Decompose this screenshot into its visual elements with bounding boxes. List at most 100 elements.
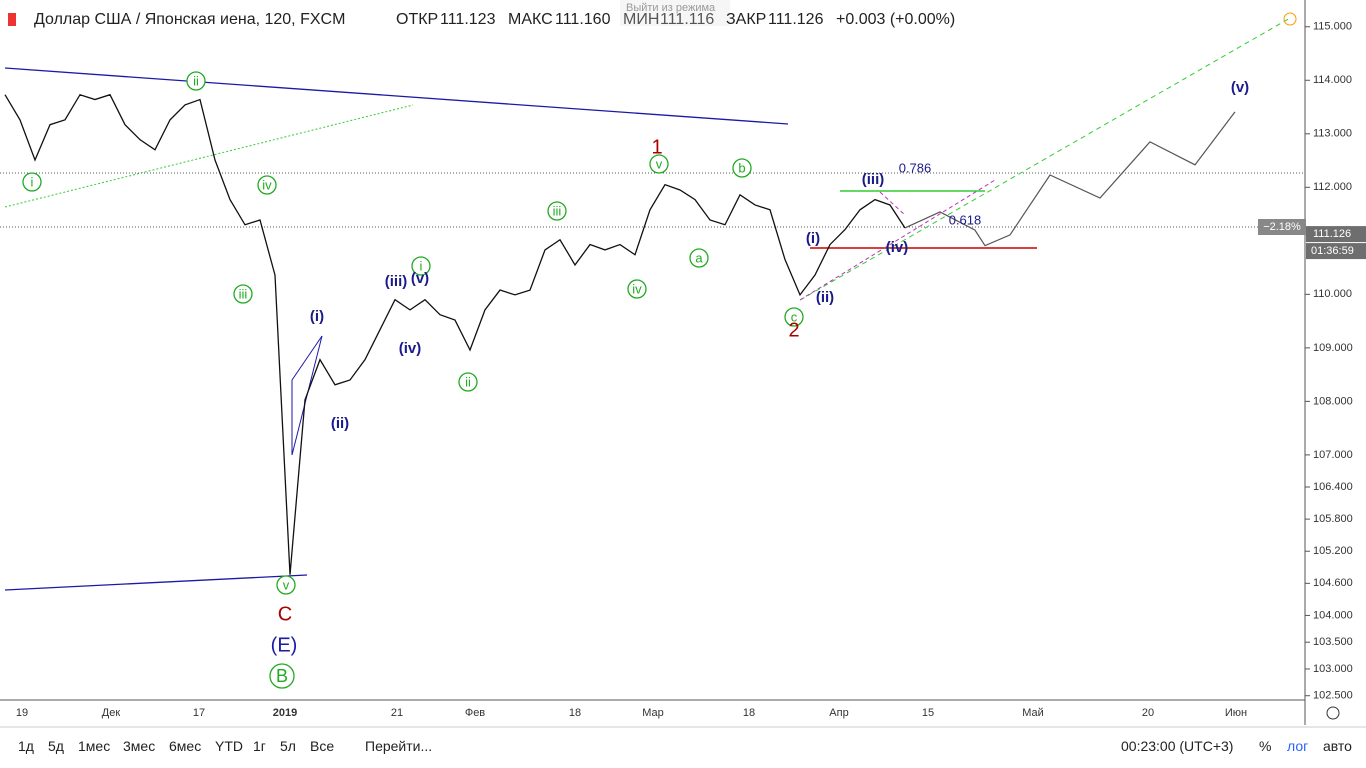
percent-toggle[interactable]: % — [1259, 738, 1272, 754]
x-tick-label: 19 — [16, 707, 28, 719]
wave-circle — [784, 307, 804, 327]
wave-circle — [547, 201, 567, 221]
wave-label: (iii) — [385, 273, 408, 290]
wave-circle — [411, 256, 431, 276]
overlay-box — [620, 0, 730, 26]
countdown-tag — [1306, 243, 1366, 260]
wave-label: (ii) — [331, 415, 349, 432]
y-tick-label: 107.000 — [1313, 449, 1353, 461]
y-tick-label: 104.000 — [1313, 609, 1353, 621]
bottom-toolbar: 1д 5д 1мес 3мес 6мес YTD 1г 5л Все Перейти... 00:2… — [0, 733, 1366, 759]
triangle — [291, 335, 323, 381]
wave-label: 1 — [651, 136, 662, 158]
y-tick-label: 109.000 — [1313, 342, 1353, 354]
wave-label: (ii) — [816, 289, 834, 306]
x-tick-label: Май — [1022, 707, 1044, 719]
wave-label: (v) — [411, 270, 429, 287]
change-tag-text: −2.18% — [1263, 221, 1301, 233]
wave-circle — [732, 158, 752, 178]
ohlc-change: +0.003 (+0.00%) — [836, 11, 955, 28]
price-tag — [1306, 226, 1366, 243]
countdown-text: 01:36:59 — [1311, 245, 1354, 257]
wave-circle — [257, 175, 277, 195]
wave-label: C — [278, 603, 292, 625]
range-button[interactable]: 1д — [18, 738, 34, 754]
trend-line — [879, 191, 906, 216]
wave-label: (iv) — [886, 239, 909, 256]
settings-icon[interactable] — [1326, 706, 1340, 720]
y-tick-label: 113.000 — [1313, 128, 1352, 140]
wave-label: (v) — [1231, 79, 1249, 96]
wave-label: (iv) — [399, 340, 422, 357]
log-toggle[interactable]: лог — [1287, 738, 1309, 754]
wave-circle — [269, 663, 295, 689]
y-tick-label: 114.000 — [1313, 74, 1352, 86]
range-button[interactable]: Все — [310, 738, 335, 754]
wave-label: v — [283, 577, 290, 592]
range-button[interactable]: 3мес — [123, 738, 156, 754]
x-tick-label: 2019 — [273, 707, 297, 719]
goto-button[interactable]: Перейти... — [365, 738, 433, 754]
projection-line — [904, 111, 1236, 247]
x-tick-label: Фев — [465, 707, 485, 719]
alert-icon[interactable] — [1283, 12, 1297, 26]
change-tag — [1258, 219, 1306, 235]
wave-label: iii — [239, 286, 248, 301]
ohlc-label: МАКС — [508, 11, 553, 28]
symbol-flag — [8, 13, 16, 26]
x-tick-label: 21 — [391, 707, 403, 719]
wave-label: 0.618 — [949, 212, 982, 227]
ohlc-value: 111.160 — [555, 11, 611, 28]
range-button[interactable]: 1г — [253, 738, 266, 754]
wave-label: c — [791, 309, 798, 324]
y-tick-label: 102.500 — [1313, 690, 1353, 702]
wave-label: 0.786 — [899, 160, 932, 175]
wave-label: (iii) — [862, 171, 885, 188]
overlay-text: Выйти из режима — [626, 2, 716, 14]
wave-label: 2 — [788, 319, 799, 341]
range-button[interactable]: 5д — [48, 738, 64, 754]
trend-line — [4, 67, 789, 125]
ohlc-label: ЗАКР — [726, 11, 766, 28]
x-tick-label: 18 — [743, 707, 755, 719]
wave-label: iii — [553, 203, 562, 218]
ohlc-value: 111.123 — [440, 11, 496, 28]
wave-label: i — [420, 258, 423, 273]
x-tick-label: 20 — [1142, 707, 1154, 719]
symbol[interactable]: Доллар США / Японская иена, 120, FXCM — [34, 11, 345, 28]
y-tick-label: 104.600 — [1313, 577, 1353, 589]
wave-circle — [186, 71, 206, 91]
x-tick-label: 15 — [922, 707, 934, 719]
x-tick-label: Апр — [829, 707, 848, 719]
y-tick-label: 105.800 — [1313, 513, 1353, 525]
x-tick-label: Дек — [102, 707, 121, 719]
wave-label: a — [695, 250, 703, 265]
y-tick-label: 105.200 — [1313, 545, 1353, 557]
wave-circle — [233, 284, 253, 304]
trend-line — [799, 17, 1291, 301]
ohlc-label: МИН — [623, 11, 659, 28]
range-button[interactable]: 1мес — [78, 738, 111, 754]
x-tick-label: Июн — [1225, 707, 1247, 719]
ohlc-label: ОТКР — [396, 11, 438, 28]
wave-circle — [22, 172, 42, 192]
y-tick-label: 106.400 — [1313, 481, 1353, 493]
y-tick-label: 108.000 — [1313, 395, 1353, 407]
y-tick-label: 115.000 — [1313, 21, 1352, 33]
wave-circle — [649, 154, 669, 174]
wave-label: b — [738, 160, 745, 175]
wave-label: i — [31, 174, 34, 189]
wave-label: (i) — [310, 308, 324, 325]
range-button[interactable]: 5л — [280, 738, 296, 754]
price-tag-text: 111.126 — [1313, 228, 1351, 240]
ohlc-value: 111.116 — [660, 11, 714, 28]
wave-circle — [627, 279, 647, 299]
range-button[interactable]: YTD — [215, 738, 243, 754]
wave-label: ii — [465, 374, 471, 389]
range-button[interactable]: 6мес — [169, 738, 202, 754]
x-tick-label: Мар — [642, 707, 664, 719]
auto-toggle[interactable]: авто — [1323, 738, 1352, 754]
timezone[interactable]: 00:23:00 (UTC+3) — [1121, 738, 1234, 754]
y-tick-label: 110.000 — [1313, 288, 1352, 300]
